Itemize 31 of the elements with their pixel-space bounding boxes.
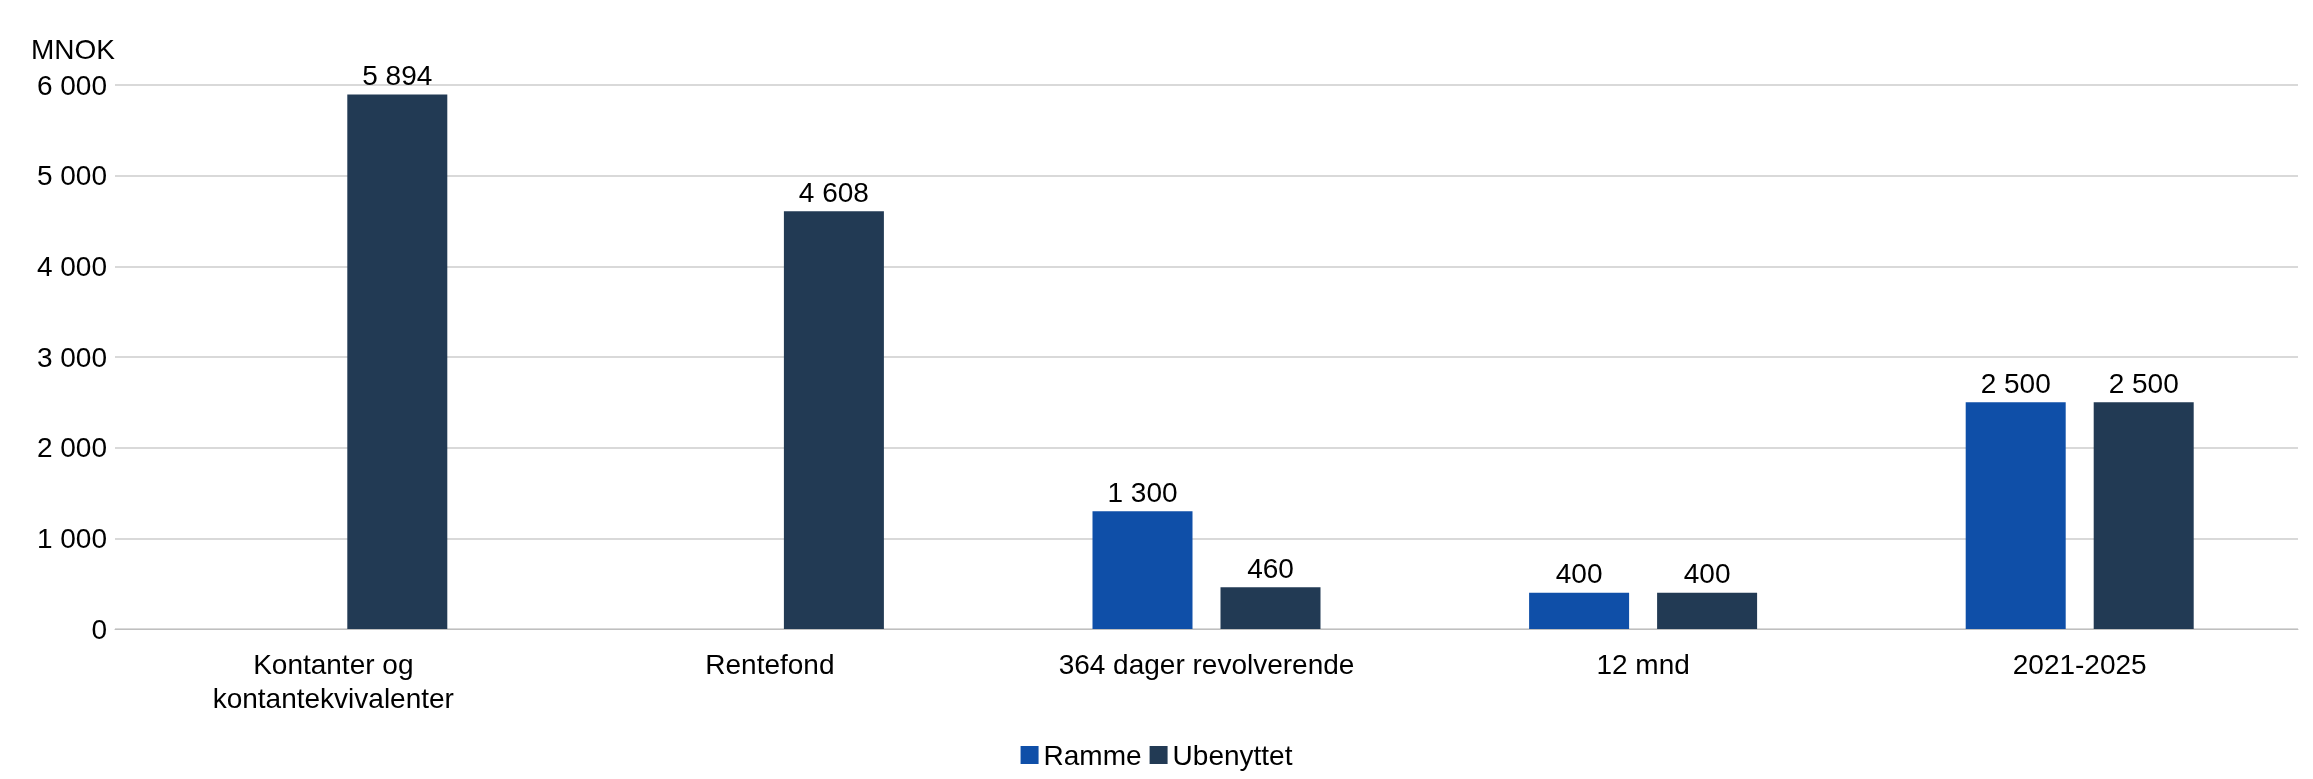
y-tick-label: 4 000 [36, 250, 107, 282]
data-label: 5 894 [362, 60, 433, 92]
x-tick-label: Kontanter og kontantekvivalenter [212, 648, 454, 714]
bar [783, 211, 884, 629]
bar [1529, 592, 1630, 629]
bar [2093, 402, 2194, 629]
bar [1092, 511, 1193, 629]
data-label: 4 608 [798, 176, 869, 208]
y-tick-label: 5 000 [36, 160, 107, 192]
x-tick-label: 12 mnd [1596, 648, 1690, 680]
x-tick-label: 364 dager revolverende [1058, 648, 1355, 680]
y-tick-label: 2 000 [36, 432, 107, 464]
x-tick-label: Rentefond [705, 648, 835, 680]
bar [1965, 402, 2066, 629]
y-tick-label: 3 000 [36, 341, 107, 373]
data-label: 2 500 [1980, 367, 2051, 399]
data-label: 1 300 [1107, 476, 1178, 508]
y-axis-title: MNOK [31, 33, 116, 65]
y-tick-label: 0 [91, 613, 107, 645]
x-tick-label: 2021-2025 [2012, 648, 2147, 680]
y-tick-label: 6 000 [36, 69, 107, 101]
data-label: 400 [1683, 558, 1731, 590]
y-tick-label: 1 000 [36, 522, 107, 554]
bar [1220, 587, 1321, 629]
bar [1657, 592, 1758, 629]
data-label: 400 [1555, 558, 1603, 590]
data-label: 460 [1247, 552, 1294, 584]
legend-label: Ramme [1043, 739, 1142, 771]
data-label: 2 500 [2108, 367, 2179, 399]
bar [347, 94, 448, 629]
legend-label: Ubenyttet [1172, 739, 1293, 771]
